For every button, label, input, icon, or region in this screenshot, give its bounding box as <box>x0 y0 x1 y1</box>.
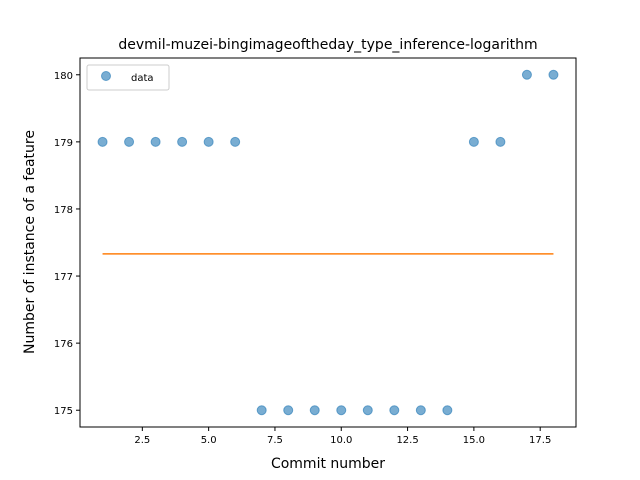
y-tick-label: 178 <box>54 205 73 216</box>
data-point <box>283 405 294 416</box>
chart-title: devmil-muzei-bingimageoftheday_type_infe… <box>118 37 537 53</box>
y-tick-label: 175 <box>54 406 73 417</box>
x-tick-label: 17.5 <box>529 435 551 446</box>
legend-marker-data <box>101 71 111 81</box>
x-tick-label: 7.5 <box>267 435 283 446</box>
legend-label-data: data <box>131 73 154 84</box>
data-point <box>336 405 347 416</box>
data-point <box>177 136 188 147</box>
data-point <box>97 136 108 147</box>
y-tick-label: 180 <box>54 71 73 82</box>
data-point <box>203 136 214 147</box>
x-axis-title: Commit number <box>271 456 385 472</box>
data-point <box>124 136 135 147</box>
x-axis: 2.5 5.0 7.5 10.0 12.5 15.0 17.5 <box>134 427 551 446</box>
x-tick-label: 12.5 <box>396 435 418 446</box>
x-tick-label: 5.0 <box>201 435 217 446</box>
y-axis: 175 176 177 178 179 180 <box>54 71 80 417</box>
data-point <box>256 405 267 416</box>
data-point <box>521 69 532 80</box>
x-tick-label: 15.0 <box>463 435 485 446</box>
data-point <box>468 136 479 147</box>
x-tick-label: 2.5 <box>134 435 150 446</box>
plot-frame <box>79 57 577 428</box>
data-point <box>442 405 453 416</box>
y-tick-label: 176 <box>54 339 73 350</box>
data-point <box>362 405 373 416</box>
data-point <box>309 405 320 416</box>
y-tick-label: 179 <box>54 138 73 149</box>
data-point <box>548 69 559 80</box>
y-tick-label: 177 <box>54 272 73 283</box>
data-point <box>230 136 241 147</box>
x-tick-label: 10.0 <box>330 435 352 446</box>
y-axis-title: Number of instance of a feature <box>22 130 38 354</box>
data-point <box>495 136 506 147</box>
plot-area <box>97 69 559 416</box>
legend-frame <box>86 64 170 91</box>
legend: data <box>86 64 170 91</box>
data-point <box>415 405 426 416</box>
data-point <box>150 136 161 147</box>
data-point <box>389 405 400 416</box>
